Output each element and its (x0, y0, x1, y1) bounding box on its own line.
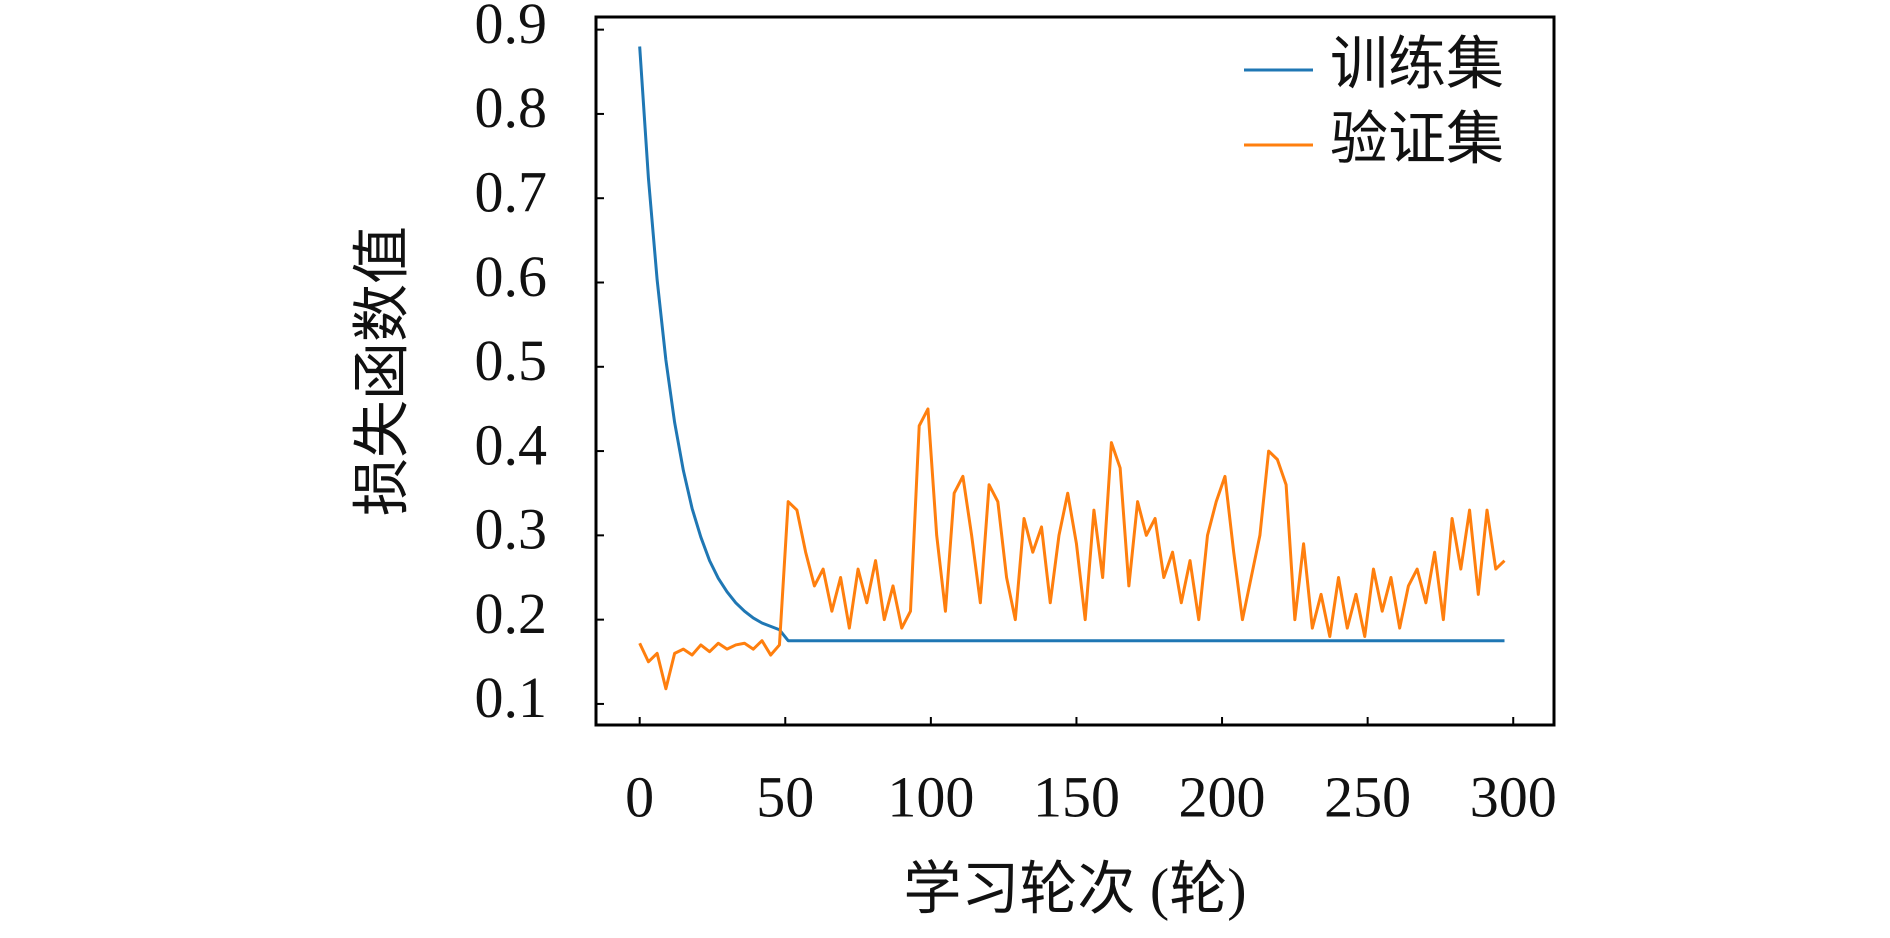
y-tick-label: 0.3 (475, 497, 548, 562)
y-tick-label: 0.7 (475, 160, 548, 225)
x-axis-label: 学习轮次 (轮) (903, 856, 1246, 921)
x-tick-label: 150 (1033, 764, 1120, 829)
x-tick-label: 250 (1324, 764, 1411, 829)
x-tick-label: 0 (625, 764, 654, 829)
x-tick-label: 50 (756, 764, 814, 829)
y-axis-label: 损失函数值 (349, 226, 414, 516)
x-tick-label: 100 (887, 764, 974, 829)
y-tick-label: 0.2 (475, 581, 548, 646)
y-tick-label: 0.9 (475, 0, 548, 56)
x-tick-label: 300 (1470, 764, 1557, 829)
legend-label: 训练集 (1330, 31, 1504, 96)
x-tick-label: 200 (1179, 764, 1266, 829)
legend-label: 验证集 (1330, 106, 1504, 171)
plot-frame (594, 15, 1556, 727)
series-line (638, 407, 1506, 691)
y-tick-label: 0.8 (475, 75, 548, 140)
y-tick-label: 0.4 (475, 412, 548, 477)
y-tick-label: 0.1 (475, 665, 548, 730)
y-tick-label: 0.5 (475, 328, 548, 393)
series-line (638, 46, 1505, 643)
y-tick-label: 0.6 (475, 244, 548, 309)
